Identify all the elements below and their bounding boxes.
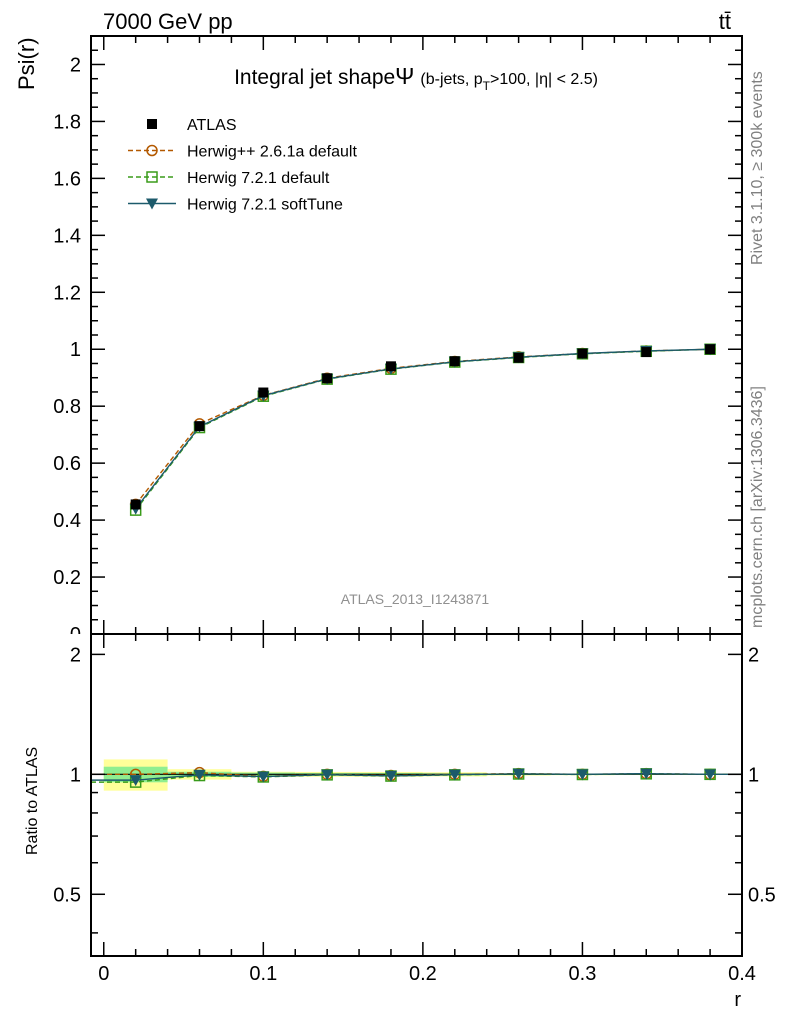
ratio-y-tick-label-right: 2 xyxy=(748,644,759,666)
data-point xyxy=(705,344,716,355)
data-point xyxy=(194,421,205,432)
ratio-y-tick-label: 1 xyxy=(70,764,81,786)
x-tick-label: 0.3 xyxy=(569,963,597,985)
legend: ATLAS Herwig++ 2.6.1a default Herwig 7.2.1… xyxy=(128,117,357,214)
main-y-tick-label: 1 xyxy=(70,339,81,361)
series-line xyxy=(135,348,711,505)
series-herwig-7-2-1-softtune xyxy=(129,344,717,515)
title-cut-post: >100, |η| < 2.5) xyxy=(490,71,598,88)
ratio-y-tick-label: 2 xyxy=(70,644,81,666)
title-main: Integral jet shape xyxy=(234,66,395,89)
main-y-tick-label: 1.6 xyxy=(53,168,81,190)
main-y-tick-label: 0.4 xyxy=(53,510,81,532)
legend-item: Herwig++ 2.6.1a default xyxy=(128,144,357,161)
ratio-point xyxy=(321,769,334,781)
ratio-point xyxy=(704,769,717,781)
legend-item: Herwig 7.2.1 softTune xyxy=(128,197,343,214)
ratio-point xyxy=(640,768,653,780)
legend-label: ATLAS xyxy=(187,117,237,134)
legend-label: Herwig 7.2.1 softTune xyxy=(187,197,343,214)
ratio-point xyxy=(384,770,397,782)
legend-marker xyxy=(147,119,157,129)
main-y-tick-label-clipped: 0 xyxy=(70,624,81,646)
data-point xyxy=(577,348,588,359)
x-tick-label: 0.1 xyxy=(249,963,277,985)
ratio-frame xyxy=(90,633,743,957)
ratio-point xyxy=(576,769,589,781)
mcplots-label: mcplots.cern.ch [arXiv:1306.3436] xyxy=(749,386,766,628)
ratio-series-herwig-7-2-1-softtune xyxy=(91,768,742,787)
ratio-point xyxy=(448,769,461,781)
series-herwig-7-2-1-default xyxy=(129,343,716,516)
series-atlas xyxy=(130,344,716,510)
data-point xyxy=(385,361,396,372)
series-line xyxy=(135,348,711,510)
ratio-point xyxy=(257,771,270,783)
main-y-tick-label: 1.2 xyxy=(53,282,81,304)
analysis-label: ATLAS_2013_I1243871 xyxy=(341,591,490,607)
data-point xyxy=(449,356,460,367)
main-y-tick-label: 1.8 xyxy=(53,111,81,133)
rivet-label: Rivet 3.1.10, ≥ 300k events xyxy=(749,71,766,265)
data-point xyxy=(513,352,524,363)
x-tick-label: 0 xyxy=(98,963,109,985)
ratio-point xyxy=(193,769,206,781)
data-point xyxy=(258,387,269,398)
legend-marker xyxy=(146,171,158,183)
series-herwig-2-6-1a-default xyxy=(129,343,716,511)
ratio-panel: 0.5 0.51 12 2 0 0.1 0.2 0.3 0.4 Ratio to ATLAS … xyxy=(24,36,776,1011)
main-panel: 0.2 0.4 0.6 0.8 1 1.2 1.4 1.6 1.8 2 0 Psi(r) ATLAS… xyxy=(14,35,743,646)
title-cut-sub: T xyxy=(483,79,491,93)
legend-item: ATLAS xyxy=(147,117,237,134)
ratio-line xyxy=(91,772,742,781)
title-cut-pre: (b-jets, p xyxy=(420,71,482,88)
main-y-axis-label: Psi(r) xyxy=(14,37,39,90)
energy-label: 7000 GeV pp xyxy=(103,9,233,34)
ratio-point xyxy=(512,768,525,780)
main-y-tick-label: 0.8 xyxy=(53,396,81,418)
data-point xyxy=(641,347,652,358)
data-point xyxy=(130,499,141,510)
process-label: tt̄ xyxy=(719,9,731,34)
x-axis-label: r xyxy=(734,989,741,1011)
legend-marker xyxy=(146,144,158,157)
legend-item: Herwig 7.2.1 default xyxy=(128,170,330,187)
legend-marker xyxy=(146,198,158,210)
chart-title: Integral jet shapeΨ (b-jets, pT>100, |η| … xyxy=(234,63,598,93)
main-y-tick-label: 0.6 xyxy=(53,453,81,475)
main-y-tick-label: 2 xyxy=(70,54,81,76)
ratio-y-tick-label-right: 0.5 xyxy=(748,884,776,906)
ratio-point xyxy=(129,775,142,787)
ratio-y-tick-label-right: 1 xyxy=(748,764,759,786)
ratio-y-axis-label: Ratio to ATLAS xyxy=(24,747,41,855)
legend-label: Herwig++ 2.6.1a default xyxy=(187,144,357,161)
x-tick-label: 0.2 xyxy=(409,963,437,985)
main-y-tick-label: 1.4 xyxy=(53,225,81,247)
series-line xyxy=(135,348,711,511)
ratio-y-tick-label: 0.5 xyxy=(53,884,81,906)
data-point xyxy=(322,373,333,384)
main-y-tick-label: 0.2 xyxy=(53,567,81,589)
legend-label: Herwig 7.2.1 default xyxy=(187,170,330,187)
title-psi: Ψ xyxy=(395,63,414,89)
x-tick-label: 0.4 xyxy=(728,963,756,985)
